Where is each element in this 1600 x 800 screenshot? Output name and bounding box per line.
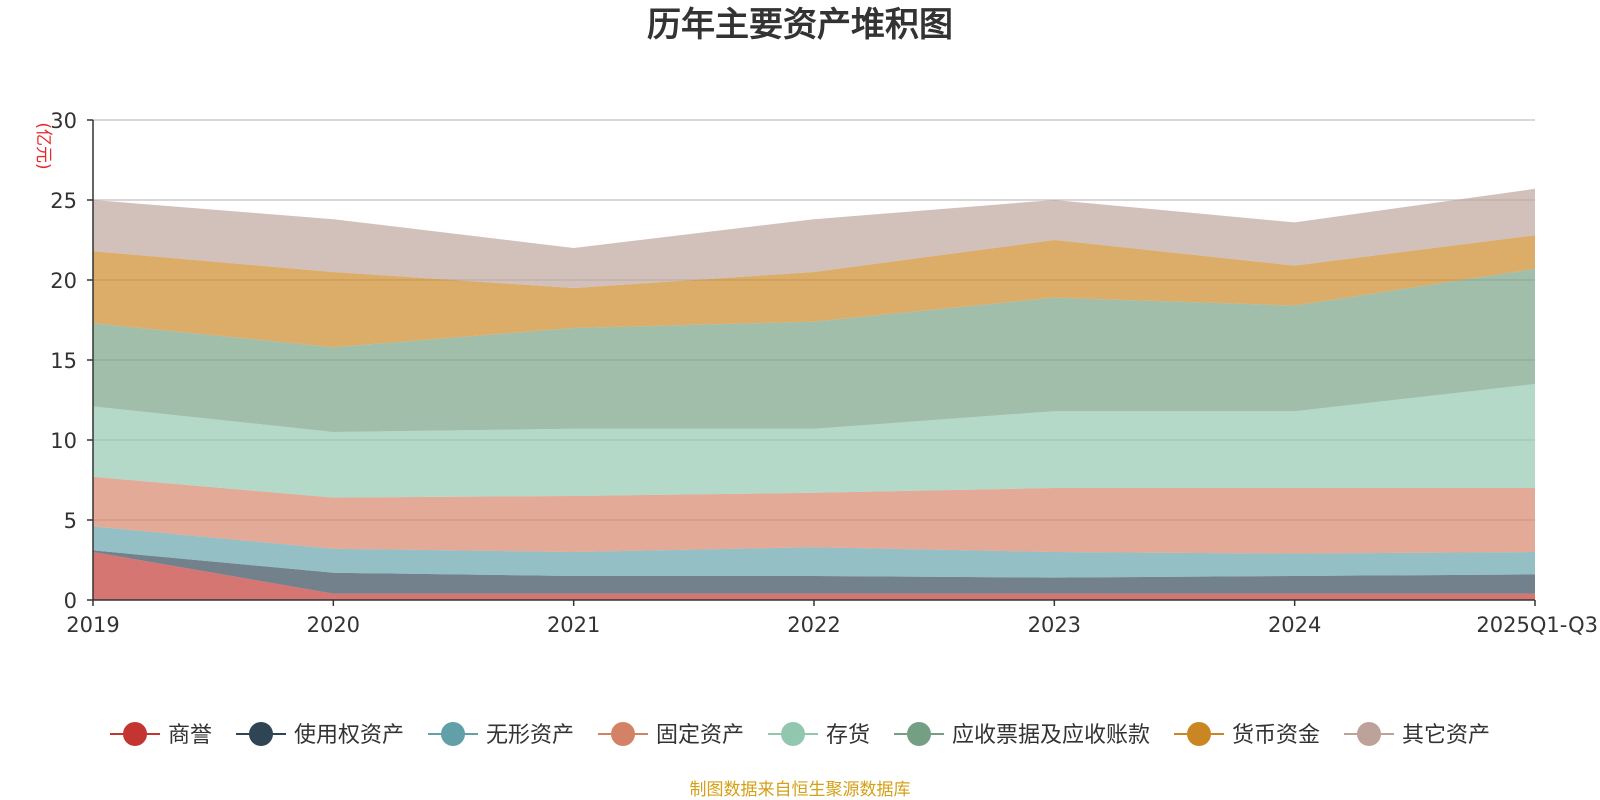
y-tick-label: 0 [64, 589, 77, 613]
legend-item-2[interactable]: 无形资产 [428, 722, 574, 748]
area-series-6 [93, 235, 1535, 348]
legend-label: 固定资产 [656, 723, 744, 748]
legend-marker-icon [1357, 722, 1381, 746]
legend-item-3[interactable]: 固定资产 [598, 722, 744, 748]
chart-title: 历年主要资产堆积图 [647, 5, 953, 45]
y-tick-label: 15 [50, 349, 77, 373]
legend-item-4[interactable]: 存货 [768, 722, 870, 748]
legend-marker-icon [611, 722, 635, 746]
area-series-2 [93, 526, 1535, 578]
x-tick-label: 2022 [787, 613, 840, 637]
axes: 0 5 10 15 20 25 30 2019 2020 2021 2022 2023 2024 2025… [50, 109, 1598, 637]
area-series-1 [93, 550, 1535, 594]
y-tick-label: 5 [64, 509, 77, 533]
legend-label: 其它资产 [1402, 723, 1490, 748]
x-tick-label: 2023 [1028, 613, 1081, 637]
area-series-4 [93, 384, 1535, 498]
x-tick-label: 2021 [547, 613, 600, 637]
x-tick-label: 2025Q1-Q3 [1476, 613, 1598, 637]
area-series-7 [93, 188, 1535, 288]
x-tick-label: 2019 [66, 613, 119, 637]
legend-label: 存货 [826, 723, 870, 748]
legend: 商誉 使用权资产 无形资产 固定资产 存货 应收票据及应收账款 货币资金 其它资产 [110, 722, 1490, 748]
legend-marker-icon [123, 722, 147, 746]
y-tick-label: 30 [50, 109, 77, 133]
legend-label: 无形资产 [486, 723, 574, 748]
legend-label: 货币资金 [1232, 723, 1320, 748]
legend-marker-icon [907, 722, 931, 746]
legend-label: 使用权资产 [294, 723, 404, 748]
legend-marker-icon [781, 722, 805, 746]
legend-item-6[interactable]: 货币资金 [1174, 722, 1320, 748]
y-axis-unit: (亿元) [33, 122, 53, 169]
legend-marker-icon [249, 722, 273, 746]
legend-marker-icon [1187, 722, 1211, 746]
y-tick-label: 10 [50, 429, 77, 453]
legend-item-1[interactable]: 使用权资产 [236, 722, 404, 748]
area-series-0 [93, 552, 1535, 600]
x-tick-label: 2020 [307, 613, 360, 637]
area-series-3 [93, 476, 1535, 554]
y-tick-label: 20 [50, 269, 77, 293]
area-series-5 [93, 268, 1535, 432]
data-source-note: 制图数据来自恒生聚源数据库 [690, 780, 911, 800]
legend-item-0[interactable]: 商誉 [110, 722, 212, 748]
legend-label: 商誉 [168, 723, 212, 748]
legend-marker-icon [441, 722, 465, 746]
area-series [93, 188, 1535, 600]
legend-item-5[interactable]: 应收票据及应收账款 [894, 722, 1150, 748]
legend-label: 应收票据及应收账款 [952, 723, 1150, 748]
y-tick-label: 25 [50, 189, 77, 213]
legend-item-7[interactable]: 其它资产 [1344, 722, 1490, 748]
x-tick-label: 2024 [1268, 613, 1321, 637]
